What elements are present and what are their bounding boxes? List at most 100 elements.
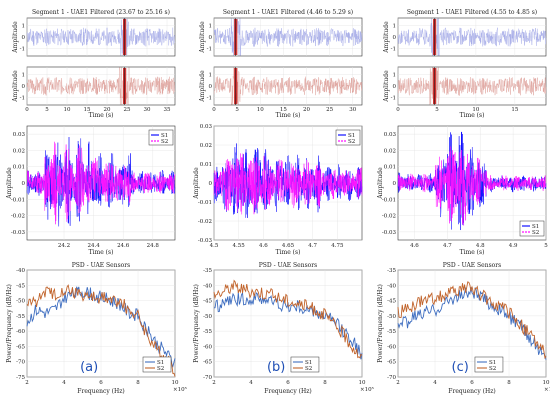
y-tick-label: -45	[387, 299, 396, 305]
sensor-2-waveform	[26, 67, 176, 105]
x-tick-label: 15	[84, 107, 91, 113]
y-tick-label: -75	[16, 375, 25, 381]
y-tick-label: -0.01	[11, 197, 25, 203]
psd-legend-s2-label: S2	[157, 366, 164, 372]
x-tick-label: 10	[172, 380, 179, 386]
x-axis-exponent: ×10⁵	[173, 386, 187, 393]
y-axis-label: Amplitude	[199, 70, 206, 103]
sensor-1-waveform	[213, 18, 363, 56]
x-tick-label: 24.4	[87, 243, 100, 249]
y-tick-label: 0	[209, 84, 213, 90]
x-tick-label: 25	[124, 107, 131, 113]
y-tick-label: -1	[20, 46, 25, 52]
legend-s1-label: S1	[532, 224, 539, 230]
y-tick-label: -0.01	[382, 197, 396, 203]
x-tick-label: 6	[286, 380, 290, 386]
x-tick-label: 25	[326, 107, 333, 113]
y-tick-label: -1	[207, 95, 212, 101]
x-axis-label: Time (s)	[276, 249, 301, 256]
x-axis-label: Time (s)	[460, 112, 485, 119]
y-axis-label: Amplitude	[12, 70, 19, 103]
y-tick-label: -40	[16, 268, 25, 274]
y-tick-label: 0	[22, 84, 26, 90]
y-tick-label: 0	[393, 84, 397, 90]
sensor-2-waveform	[397, 67, 547, 105]
y-axis-label: Power/Frequency (dB/Hz)	[193, 284, 200, 363]
x-tick-label: 4.55	[233, 243, 246, 249]
x-tick-label: 4.9	[509, 243, 518, 249]
y-tick-label: -0.02	[382, 214, 396, 220]
sensor-1-waveform	[397, 18, 547, 56]
y-axis-label: Amplitude	[383, 21, 390, 54]
y-tick-label: -65	[387, 360, 396, 366]
x-tick-label: 10	[64, 107, 71, 113]
y-tick-label: -40	[387, 283, 396, 289]
y-tick-label: -1	[207, 46, 212, 52]
x-tick-label: 4.75	[331, 243, 344, 249]
y-tick-label: -70	[387, 375, 396, 381]
x-tick-label: 10	[257, 107, 264, 113]
y-tick-label: 0.01	[13, 165, 25, 171]
y-tick-label: -55	[203, 329, 212, 335]
x-tick-label: 24.8	[147, 243, 160, 249]
x-tick-label: 10	[359, 380, 366, 386]
y-tick-label: -60	[387, 344, 396, 350]
x-tick-label: 4	[62, 380, 66, 386]
y-tick-label: 1	[209, 73, 213, 79]
y-tick-label: 0	[209, 35, 213, 41]
y-tick-label: 0	[393, 181, 397, 187]
x-axis-label: Frequency (Hz)	[77, 388, 124, 395]
panel-label: (b)	[267, 360, 285, 375]
panel-label: (a)	[80, 360, 98, 375]
x-tick-label: 4.5	[210, 243, 219, 249]
y-tick-label: -0.01	[198, 200, 212, 206]
x-tick-label: 24.2	[58, 243, 70, 249]
psd-legend-s2-label: S2	[305, 366, 312, 372]
x-axis-exponent: ×10⁵	[360, 386, 374, 393]
y-tick-label: -50	[203, 314, 212, 320]
psd-s2-line	[397, 281, 547, 360]
x-tick-label: 24.6	[117, 243, 130, 249]
y-tick-label: -55	[16, 314, 25, 320]
x-axis-label: Time (s)	[89, 249, 114, 256]
x-tick-label: 0	[396, 107, 400, 113]
psd-title: PSD - UAE Sensors	[443, 262, 501, 269]
x-tick-label: 4.6	[259, 243, 268, 249]
x-tick-label: 4.65	[282, 243, 295, 249]
y-axis-label: Amplitude	[12, 21, 19, 54]
y-tick-label: -45	[203, 299, 212, 305]
psd-legend-s1-label: S1	[157, 360, 164, 366]
y-axis-label: Amplitude	[199, 21, 206, 54]
x-tick-label: 6	[470, 380, 474, 386]
legend-s2-label: S2	[161, 139, 168, 145]
x-axis-label: Time (s)	[276, 112, 301, 119]
x-tick-label: 8	[136, 380, 140, 386]
y-tick-label: 1	[209, 24, 213, 30]
x-tick-label: 4	[249, 380, 253, 386]
y-tick-label: -1	[20, 95, 25, 101]
y-tick-label: 0.03	[384, 132, 397, 138]
y-axis-label: Amplitude	[377, 167, 384, 200]
y-tick-label: -0.03	[11, 230, 26, 236]
y-axis-label: Amplitude	[6, 167, 13, 200]
chart-title: Segment 1 - UAE1 Filtered (4.55 to 4.85 …	[407, 9, 537, 16]
psd-legend-s1-label: S1	[305, 360, 312, 366]
x-tick-label: 10	[472, 107, 479, 113]
psd-s1-line	[26, 286, 176, 368]
chart-title: Segment 1 - UAE1 Filtered (4.46 to 5.29 …	[223, 9, 353, 16]
y-tick-label: -65	[16, 344, 25, 350]
x-tick-label: 0	[212, 107, 216, 113]
x-tick-label: 6	[99, 380, 103, 386]
x-tick-label: 20	[104, 107, 111, 113]
x-tick-label: 4	[433, 380, 437, 386]
y-axis-label: Power/Frequency (dB/Hz)	[6, 284, 13, 363]
psd-legend-s2-label: S2	[489, 366, 496, 372]
y-axis-label: Amplitude	[383, 70, 390, 103]
x-tick-label: 30	[349, 107, 356, 113]
panel-label: (c)	[452, 360, 469, 375]
y-tick-label: -0.02	[198, 219, 212, 225]
x-tick-label: 8	[323, 380, 327, 386]
zoom-s2-trace	[397, 146, 547, 226]
y-tick-label: -45	[16, 283, 25, 289]
